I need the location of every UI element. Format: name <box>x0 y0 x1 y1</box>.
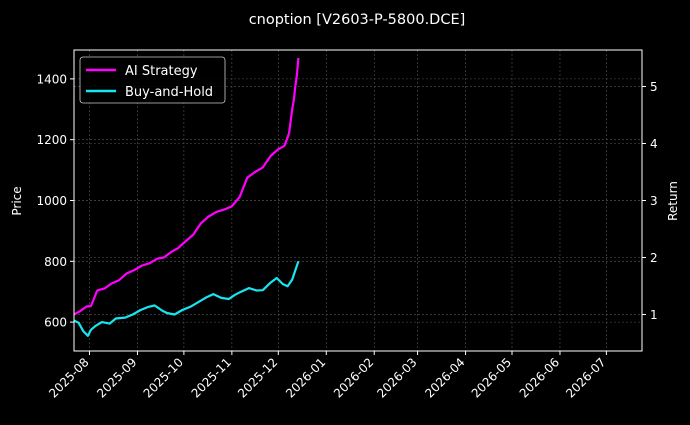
grid <box>74 50 642 351</box>
y-right-tick-label: 5 <box>650 80 658 94</box>
y-left-tick-label: 800 <box>44 255 67 269</box>
series-layer <box>73 57 300 337</box>
y-right-tick-label: 1 <box>650 308 658 322</box>
y-left-tick-label: 600 <box>44 316 67 330</box>
chart-title: cnoption [V2603-P-5800.DCE] <box>249 12 466 28</box>
y-right-tick-label: 3 <box>650 194 658 208</box>
y-right-tick-label: 4 <box>650 137 658 151</box>
y-right-tick-label: 2 <box>650 251 658 265</box>
legend: AI Strategy Buy-and-Hold <box>79 56 226 104</box>
series-line-buy-and-hold <box>73 260 300 337</box>
y-left-tick-label: 1200 <box>36 133 67 147</box>
y-axis-right: 1 2 3 4 5 <box>642 80 658 322</box>
legend-label-buy-and-hold: Buy-and-Hold <box>125 85 213 100</box>
y-axis-right-label: Return <box>666 181 680 221</box>
legend-box <box>79 56 226 104</box>
y-left-tick-label: 1400 <box>36 72 67 86</box>
series-line-ai-strategy <box>73 57 300 316</box>
y-left-tick-label: 1000 <box>36 194 67 208</box>
y-axis-left-label: Price <box>10 186 24 215</box>
y-axis-left: 600 800 1000 1200 1400 <box>36 72 74 330</box>
legend-label-ai-strategy: AI Strategy <box>125 64 198 79</box>
